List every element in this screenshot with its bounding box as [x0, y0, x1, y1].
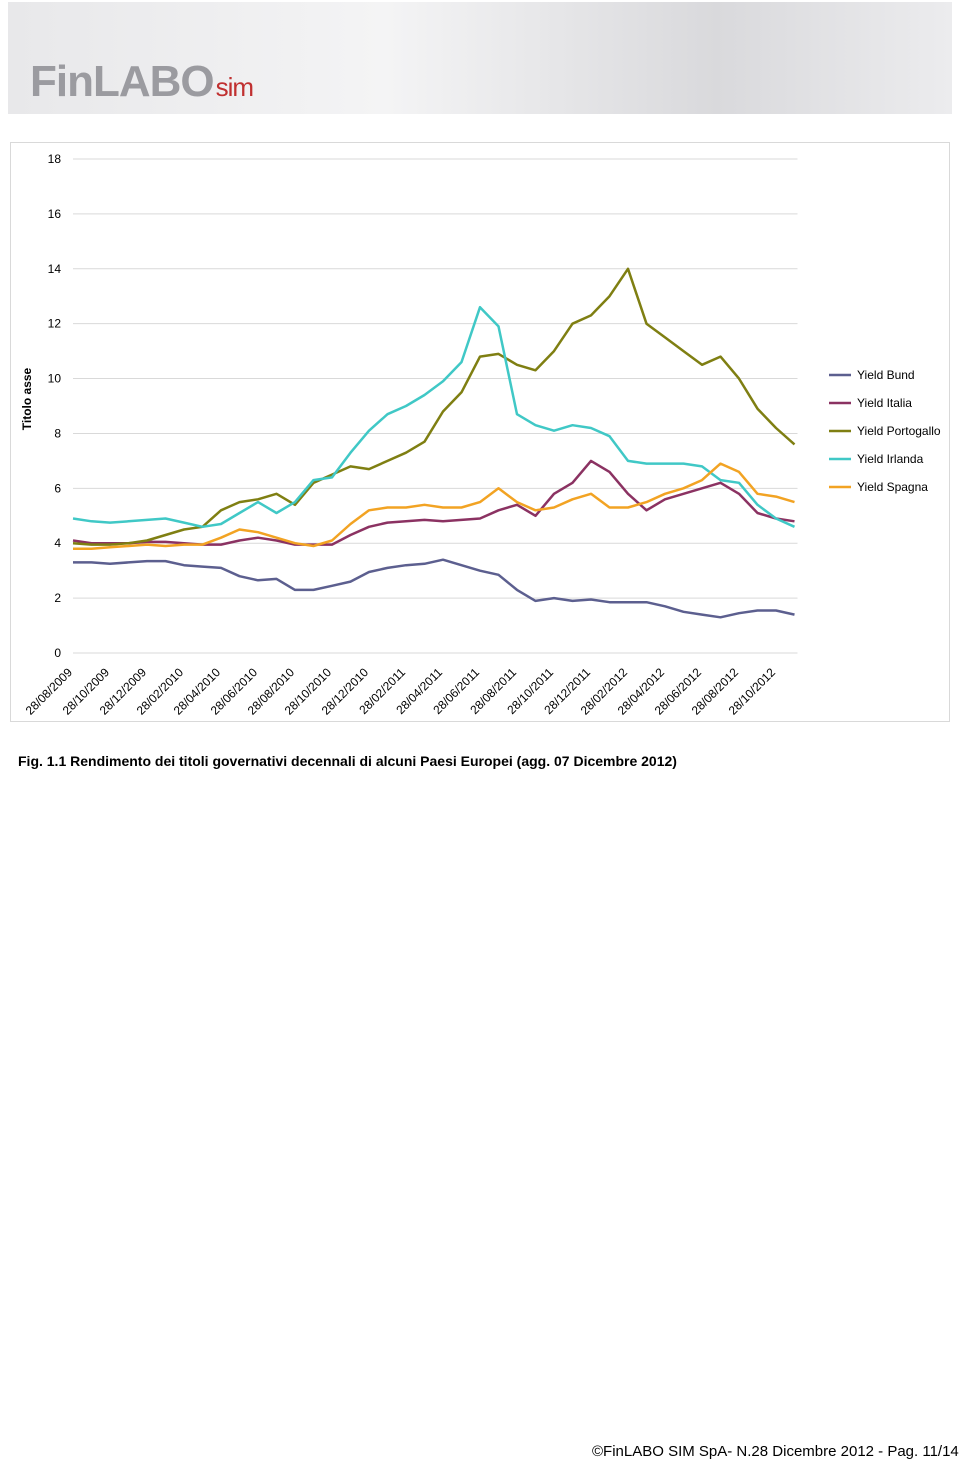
y-tick-label: 16	[48, 207, 62, 221]
series-line	[72, 267, 796, 546]
y-tick-label: 18	[48, 152, 62, 166]
y-tick-label: 4	[54, 536, 61, 550]
logo-text: FinLABO	[30, 57, 215, 106]
legend-label: Yield Irlanda	[857, 452, 924, 466]
y-tick-label: 6	[54, 481, 61, 495]
y-tick-label: 0	[54, 646, 61, 660]
chart-frame: Titolo asse 0 2 4 6 8 10 12 14 16 18 28/08/2009 28/…	[10, 142, 950, 722]
y-tick-label: 14	[48, 262, 62, 276]
y-tick-label: 10	[48, 372, 62, 386]
legend-label: Yield Bund	[857, 368, 915, 382]
chart: Titolo asse 02468101214161828/08/200928/…	[20, 152, 941, 718]
logo-suffix: sim	[215, 72, 254, 102]
y-axis-title: Titolo asse	[20, 367, 34, 430]
y-tick-label: 8	[54, 426, 61, 440]
footer: ©FinLABO SIM SpA- N.28 Dicembre 2012 - P…	[592, 1443, 959, 1460]
header-banner: FinLABOsim	[8, 2, 952, 114]
legend-label: Yield Italia	[857, 396, 912, 410]
caption: Fig. 1.1 Rendimento dei titoli governati…	[18, 753, 677, 769]
series-line	[72, 459, 795, 546]
series-line	[73, 558, 795, 619]
y-tick-label: 2	[54, 591, 61, 605]
series-line	[73, 462, 795, 550]
series-line	[72, 305, 796, 529]
logo: FinLABOsim	[30, 57, 254, 107]
legend-label: Yield Portogallo	[857, 424, 941, 438]
legend-label: Yield Spagna	[857, 480, 928, 494]
y-tick-label: 12	[48, 317, 62, 331]
